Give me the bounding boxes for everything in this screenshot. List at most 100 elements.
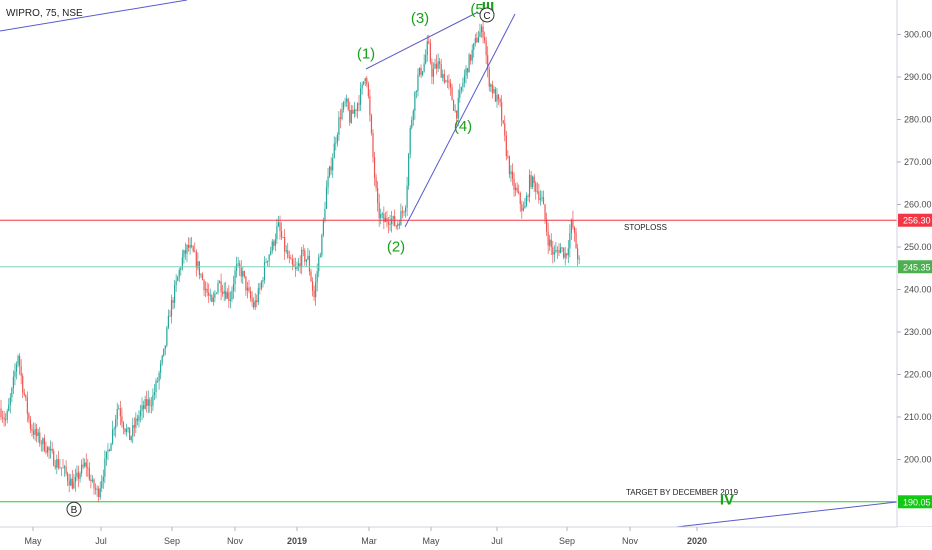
candle-body [488, 69, 490, 87]
candle-body [363, 81, 365, 85]
candle-body [364, 78, 366, 82]
candle-body [339, 117, 342, 119]
candle-body [245, 276, 247, 291]
x-tick-label: 2019 [287, 536, 307, 546]
candle-body [432, 68, 435, 77]
candle-body [484, 37, 486, 41]
candle-body [519, 192, 521, 205]
candle-body [559, 247, 562, 254]
y-tick-label: 270.00 [904, 157, 932, 167]
candle-body [59, 467, 61, 469]
candle-body [453, 100, 455, 111]
candle-body [428, 41, 430, 43]
candle-body [29, 419, 32, 430]
candle-body [79, 473, 81, 479]
candle-body [462, 82, 464, 88]
candle-body [446, 80, 448, 82]
candle-body [524, 205, 526, 209]
candle-body [9, 397, 11, 405]
candle-body [456, 110, 458, 119]
candle-body [373, 157, 376, 178]
x-tick-label: Nov [227, 536, 244, 546]
candle-body [50, 448, 52, 451]
candle-body [155, 380, 157, 393]
stoploss-price-tag-text: 256.30 [903, 216, 931, 226]
candle-body [482, 26, 484, 38]
candle-body [118, 408, 120, 410]
candle-body [228, 292, 230, 301]
candle-body [166, 327, 168, 346]
candle-body [380, 213, 382, 219]
candle-body [209, 295, 211, 297]
candle-body [102, 476, 104, 482]
candle-body [191, 244, 193, 247]
target-price-tag-text: 190.05 [903, 497, 931, 507]
candle-body [181, 257, 183, 269]
candle-body [229, 299, 231, 301]
candle-body [539, 198, 541, 200]
candle-body [563, 247, 565, 258]
candle-body [116, 409, 118, 420]
candle-body [217, 282, 219, 293]
candle-body [243, 271, 245, 277]
candle-body [570, 220, 572, 234]
candle-body [544, 204, 546, 220]
candle-body [291, 259, 293, 265]
candle-body [542, 197, 545, 205]
candle-body [248, 287, 250, 291]
candle-body [105, 451, 107, 459]
candle-body [335, 142, 337, 144]
candle-body [40, 443, 42, 445]
candle-body [85, 462, 87, 468]
candle-body [253, 301, 255, 308]
candle-body [536, 191, 538, 193]
candle-body [197, 261, 199, 268]
price-axis[interactable]: 256.30 245.35 190.05 300.00 290.00 280.00 270.… [897, 30, 932, 509]
candle-body [417, 74, 419, 92]
candle-body [508, 156, 510, 175]
candle-body [218, 281, 221, 283]
candle-body [198, 261, 200, 275]
candle-body [234, 270, 236, 285]
time-axis[interactable]: May Jul Sep Nov 2019 Mar May Jul Sep Nov 2020 [24, 527, 707, 546]
candle-body [569, 233, 571, 249]
candle-body [408, 154, 410, 186]
candle-body [394, 216, 396, 226]
candle-body [439, 61, 441, 65]
candle-body [499, 99, 501, 103]
plot-area[interactable]: STOPLOSS TARGET BY DECEMBER 2019 (1) (2) (3… [0, 0, 898, 528]
candle-body [149, 399, 151, 406]
candle-body [398, 223, 400, 226]
candle-body [471, 49, 473, 61]
candle-body [51, 448, 53, 452]
candle-body [451, 87, 453, 101]
y-tick-label: 200.00 [904, 455, 932, 465]
candle-body [3, 417, 5, 420]
candle-body [541, 197, 543, 199]
candle-body [346, 98, 348, 102]
x-tick-label: Mar [361, 536, 377, 546]
candle-body [158, 372, 160, 382]
target-price-tag [898, 495, 932, 509]
candle-body [96, 488, 98, 490]
candle-body [480, 26, 483, 33]
candle-body [68, 480, 70, 486]
candle-body [11, 388, 13, 398]
candle-body [254, 300, 256, 308]
candle-body [383, 213, 385, 223]
candle-body [164, 345, 166, 349]
candle-body [423, 63, 425, 72]
candle-body [26, 397, 28, 414]
candle-body [404, 207, 407, 212]
candle-body [350, 109, 352, 123]
candle-body [325, 187, 328, 209]
stoploss-label: STOPLOSS [624, 223, 667, 232]
candle-body [395, 225, 397, 227]
candle-body [127, 427, 129, 429]
candle-body [260, 281, 262, 289]
wave-labels-layer: (1)(2)(3)(4)(5IIIIVBC [66, 0, 734, 517]
x-tick-label: May [24, 536, 42, 546]
candle-body [174, 285, 176, 303]
candle-body [231, 290, 233, 300]
